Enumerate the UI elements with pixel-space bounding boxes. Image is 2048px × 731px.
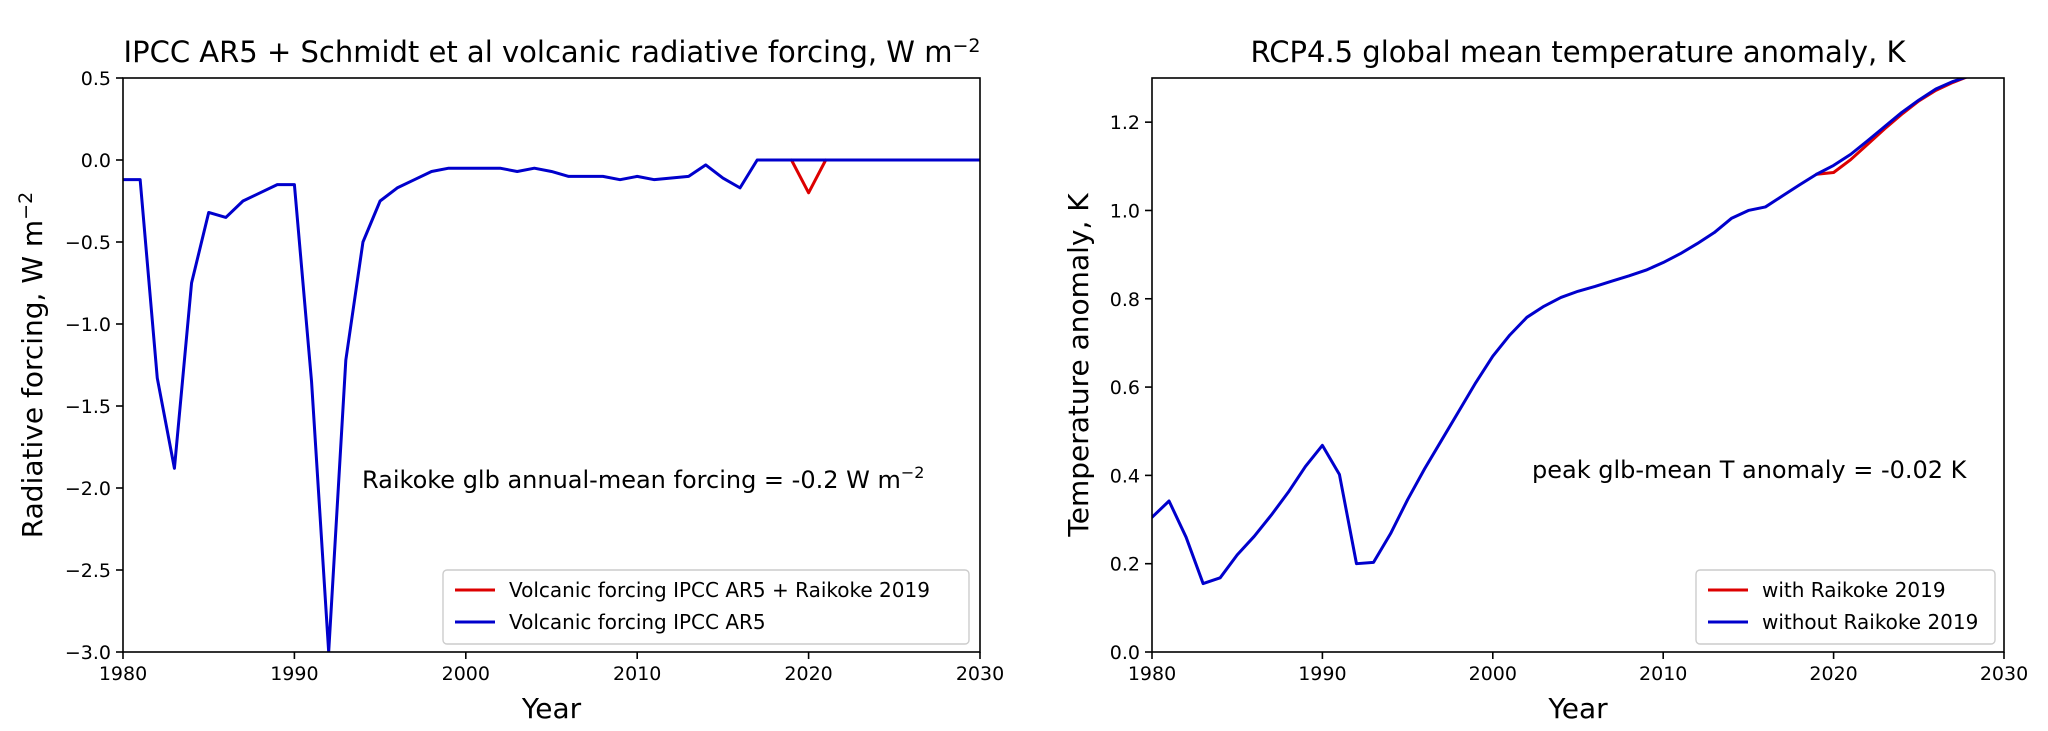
x-tick-label: 1990 xyxy=(270,663,318,685)
series-group xyxy=(1152,78,1969,586)
chart-title: RCP4.5 global mean temperature anomaly, … xyxy=(1251,35,1907,69)
legend-label: Volcanic forcing IPCC AR5 xyxy=(509,610,766,634)
legend-label: with Raikoke 2019 xyxy=(1762,578,1946,602)
x-axis-label: Year xyxy=(521,692,582,725)
legend-box xyxy=(442,569,970,645)
legend-label: Volcanic forcing IPCC AR5 + Raikoke 2019 xyxy=(509,578,930,602)
y-tick-label: 0.6 xyxy=(1110,377,1140,399)
forcing-chart: 1980 1990 2000 2010 2020 2030 −3.0 −2.5 −2.0 −1.5… xyxy=(15,35,1004,725)
y-tick-label: 0.8 xyxy=(1110,289,1140,311)
annotation-text: peak glb-mean T anomaly = -0.02 K xyxy=(1532,456,1968,484)
series-line-without-raikoke-2019 xyxy=(1152,78,1969,586)
temperature-chart: 1980 1990 2000 2010 2020 2030 0.0 0.2 0.4 0.6 0.8 1… xyxy=(1062,35,2028,725)
chart-title: IPCC AR5 + Schmidt et al volcanic radiat… xyxy=(124,35,981,69)
y-tick-label: 0.2 xyxy=(1110,554,1140,576)
y-tick-label: −0.5 xyxy=(65,232,111,254)
x-tick-label: 2030 xyxy=(956,663,1004,685)
series-line-volcanic-forcing-ipcc-ar5-raikoke-2019 xyxy=(789,158,828,195)
x-tick-label: 2000 xyxy=(442,663,490,685)
series-line-volcanic-forcing-ipcc-ar5 xyxy=(123,158,980,652)
legend: with Raikoke 2019 without Raikoke 2019 xyxy=(1695,569,1996,645)
x-tick-label: 2010 xyxy=(613,663,661,685)
y-axis-label: Radiative forcing, W m−2 xyxy=(15,192,49,538)
legend-box xyxy=(1695,569,1996,645)
x-tick-label: 1980 xyxy=(99,663,147,685)
y-tick-label: 0.0 xyxy=(81,150,111,172)
y-tick-label: −3.0 xyxy=(65,642,111,664)
y-tick-label: −1.5 xyxy=(65,396,111,418)
legend: Volcanic forcing IPCC AR5 + Raikoke 2019… xyxy=(442,569,970,645)
y-tick-label: −2.0 xyxy=(65,478,111,500)
x-tick-label: 2000 xyxy=(1469,663,1517,685)
x-tick-label: 2030 xyxy=(1980,663,2028,685)
plot-frame xyxy=(122,77,981,653)
y-tick-label: 1.2 xyxy=(1110,112,1140,134)
legend-label: without Raikoke 2019 xyxy=(1762,610,1978,634)
annotation-text: Raikoke glb annual-mean forcing = -0.2 W… xyxy=(362,463,924,494)
x-tick-label: 2010 xyxy=(1639,663,1687,685)
y-tick-label: 0.4 xyxy=(1110,465,1140,487)
plot-frame xyxy=(1151,77,2005,653)
x-tick-label: 2020 xyxy=(784,663,832,685)
x-tick-label: 1990 xyxy=(1298,663,1346,685)
y-tick-label: 1.0 xyxy=(1110,200,1140,222)
y-tick-label: −1.0 xyxy=(65,314,111,336)
y-tick-label: 0.0 xyxy=(1110,642,1140,664)
x-axis-label: Year xyxy=(1547,692,1608,725)
x-tick-label: 2020 xyxy=(1809,663,1857,685)
x-tick-label: 1980 xyxy=(1128,663,1176,685)
series-group xyxy=(123,158,980,652)
y-axis-label: Temperature anomaly, K xyxy=(1062,193,1095,538)
y-tick-label: 0.5 xyxy=(81,68,111,90)
y-tick-label: −2.5 xyxy=(65,560,111,582)
